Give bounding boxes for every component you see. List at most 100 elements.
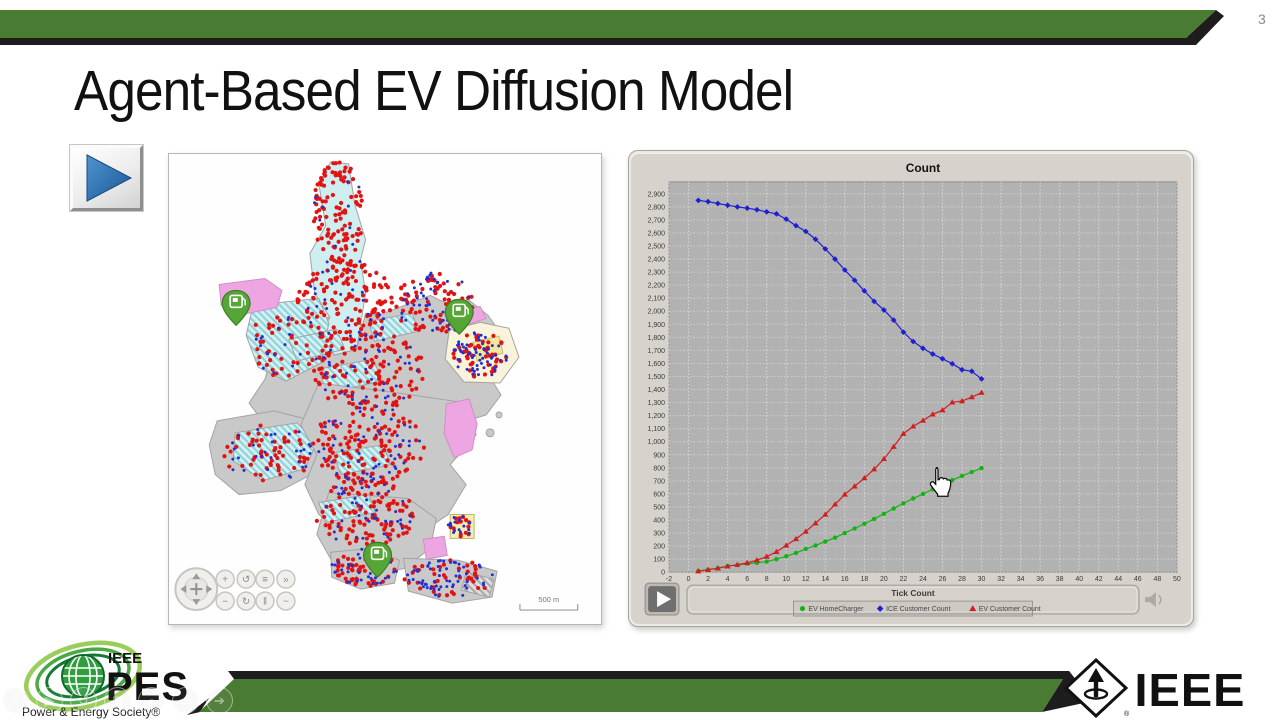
play-icon — [86, 154, 133, 202]
svg-text:500: 500 — [653, 504, 665, 511]
hand-cursor — [929, 466, 952, 497]
svg-text:30: 30 — [978, 576, 986, 583]
svg-text:48: 48 — [1153, 576, 1161, 583]
svg-text:2,800: 2,800 — [648, 204, 666, 211]
pan-down-arrow[interactable] — [192, 599, 201, 606]
rotate-ccw-button[interactable]: ↺ — [236, 569, 256, 589]
pes-ieee-text: IEEE — [108, 650, 142, 667]
top-banner — [0, 10, 1224, 45]
svg-text:44: 44 — [1114, 576, 1122, 583]
svg-text:200: 200 — [653, 544, 665, 551]
pan-up-arrow[interactable] — [192, 573, 201, 580]
bottom-banner — [187, 671, 1093, 715]
svg-text:-2: -2 — [666, 576, 672, 583]
svg-text:+: + — [222, 575, 228, 586]
layers-button[interactable]: ≡ — [255, 569, 275, 589]
svg-text:1,700: 1,700 — [648, 348, 666, 355]
svg-text:0: 0 — [661, 570, 665, 577]
ieee-logo: IEEE ® — [1063, 657, 1246, 718]
path-button[interactable]: ~ — [276, 591, 296, 611]
islet — [495, 411, 503, 419]
rotate-cw-button[interactable]: ↻ — [236, 591, 256, 611]
pan-right-arrow[interactable] — [206, 585, 213, 594]
svg-text:EV Customer Count: EV Customer Count — [979, 606, 1041, 613]
play-icon — [657, 591, 672, 608]
svg-text:ICE Customer Count: ICE Customer Count — [886, 606, 950, 613]
svg-text:18: 18 — [860, 576, 868, 583]
svg-text:EV HomeCharger: EV HomeCharger — [808, 606, 864, 613]
stats-button[interactable]: ‖ — [255, 591, 275, 611]
svg-text:40: 40 — [1075, 576, 1083, 583]
tick-slider[interactable] — [686, 584, 1140, 615]
agent-map-panel[interactable]: + ↺ ≡ » − ↻ ‖ ~ 500 m — [168, 153, 602, 625]
svg-text:2,700: 2,700 — [648, 217, 666, 224]
svg-text:↺: ↺ — [242, 575, 250, 586]
svg-text:‖: ‖ — [263, 597, 267, 608]
svg-text:28: 28 — [958, 576, 966, 583]
svg-text:1,900: 1,900 — [648, 322, 666, 329]
overlay-button-1[interactable]: ▶ — [36, 687, 63, 714]
video-play-button[interactable] — [70, 145, 143, 211]
svg-text:22: 22 — [900, 576, 908, 583]
svg-text:2,400: 2,400 — [648, 257, 666, 264]
svg-text:1,300: 1,300 — [648, 400, 666, 407]
zone-pink-east — [443, 398, 478, 459]
chart-play-button[interactable] — [644, 582, 680, 616]
zoom-out-button[interactable]: − — [215, 591, 235, 611]
tools-button[interactable]: » — [276, 569, 296, 589]
bottom-black-stripe — [228, 671, 1075, 679]
ieee-text: IEEE — [1135, 664, 1246, 715]
svg-text:1,400: 1,400 — [648, 387, 666, 394]
pan-left-arrow[interactable] — [180, 585, 187, 594]
svg-text:42: 42 — [1095, 576, 1103, 583]
svg-text:36: 36 — [1036, 576, 1044, 583]
city-map[interactable]: + ↺ ≡ » − ↻ ‖ ~ 500 m — [169, 154, 601, 624]
overlay-button-5[interactable]: ▭ — [172, 687, 199, 714]
svg-text:20: 20 — [880, 576, 888, 583]
slide-title: Agent-Based EV Diffusion Model — [74, 59, 794, 123]
svg-text:1,800: 1,800 — [648, 335, 666, 342]
svg-text:↻: ↻ — [242, 597, 250, 608]
svg-text:1,600: 1,600 — [648, 361, 666, 368]
chart-panel-rim: Count 0 100 200 300 400 500 600 700 800 900 1,000 1… — [628, 150, 1194, 627]
svg-text:0: 0 — [687, 576, 691, 583]
svg-text:16: 16 — [841, 576, 849, 583]
pan-center[interactable] — [190, 583, 203, 596]
scale-label: 500 m — [538, 595, 559, 604]
svg-text:700: 700 — [653, 478, 665, 485]
count-plot-panel: Count 0 100 200 300 400 500 600 700 800 900 1,000 1… — [631, 153, 1191, 624]
svg-text:12: 12 — [802, 576, 810, 583]
svg-text:»: » — [283, 575, 289, 586]
chart-legend: EV HomeCharger ICE Customer Count EV Custo… — [793, 600, 1041, 617]
zone-pink-south — [422, 535, 448, 560]
svg-text:800: 800 — [653, 465, 665, 472]
overlay-button-0[interactable]: ‹ — [2, 687, 29, 714]
overlay-button-6[interactable]: ➔ — [206, 687, 233, 714]
svg-text:2: 2 — [706, 576, 710, 583]
video-overlay-controls[interactable]: ‹ ▶ ↺ ⊞ ⌕ ▭ ➔ — [2, 687, 233, 714]
svg-text:8: 8 — [765, 576, 769, 583]
speaker-icon[interactable] — [1145, 592, 1162, 608]
svg-text:2,300: 2,300 — [648, 270, 666, 277]
svg-text:24: 24 — [919, 576, 927, 583]
svg-text:38: 38 — [1056, 576, 1064, 583]
svg-text:46: 46 — [1134, 576, 1142, 583]
svg-text:4: 4 — [726, 576, 730, 583]
svg-text:300: 300 — [653, 531, 665, 538]
bottom-green-bar — [199, 679, 1063, 712]
svg-text:2,900: 2,900 — [648, 191, 666, 198]
overlay-button-4[interactable]: ⌕ — [138, 687, 165, 714]
overlay-button-2[interactable]: ↺ — [70, 687, 97, 714]
islet — [485, 428, 495, 438]
series-ev-customer-count — [695, 389, 985, 574]
overlay-button-3[interactable]: ⊞ — [104, 687, 131, 714]
zoom-in-button[interactable]: + — [215, 569, 235, 589]
svg-text:2,500: 2,500 — [648, 244, 666, 251]
map-compass-control[interactable] — [174, 567, 219, 612]
svg-text:100: 100 — [653, 557, 665, 564]
map-scale-bar: 500 m — [519, 595, 579, 611]
page-number: 3 — [1258, 11, 1266, 27]
svg-text:2,000: 2,000 — [648, 309, 666, 316]
chart-title: Count — [906, 161, 940, 175]
svg-text:2,200: 2,200 — [648, 283, 666, 290]
